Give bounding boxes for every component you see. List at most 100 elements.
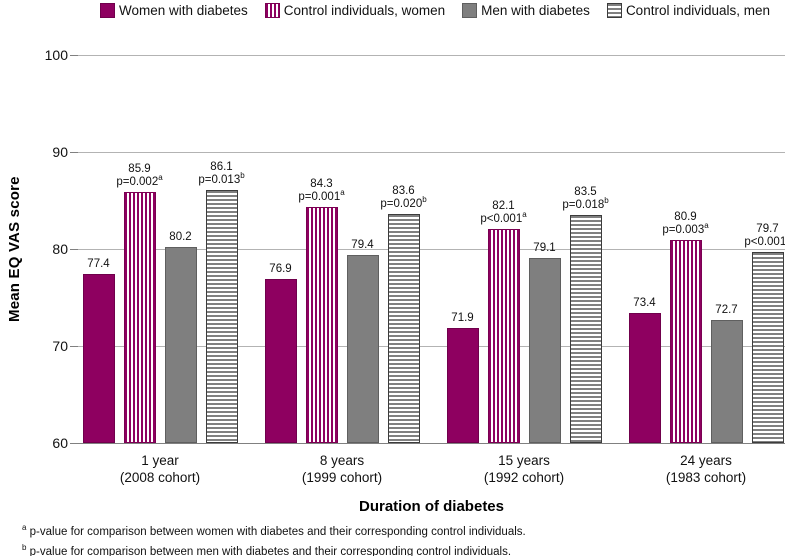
bar: [446, 327, 479, 443]
x-category-line1: 8 years: [319, 453, 365, 468]
x-category-label-1: 8 years (1999 cohort): [257, 452, 427, 486]
bar-label: 84.3 p=0.001a: [277, 178, 367, 204]
bar-label: 83.6 p=0.020b: [359, 185, 449, 211]
footnote-a: a p-value for comparison between women w…: [22, 520, 526, 540]
legend-label: Control individuals, men: [625, 3, 771, 18]
bar-value: 85.9: [128, 162, 151, 175]
bar: [628, 313, 661, 443]
x-category-line1: 24 years: [680, 453, 732, 468]
bar-value: 86.1: [210, 160, 233, 173]
pvalue-superscript: a: [522, 209, 527, 219]
bar-label: 86.1 p=0.013b: [177, 161, 267, 187]
bar-value: 84.3: [310, 178, 333, 191]
y-tick-mark-90: [70, 152, 78, 153]
bar-value: 83.6: [392, 185, 415, 198]
y-tick-mark-80: [70, 249, 78, 250]
x-category-line2: (1999 cohort): [301, 470, 383, 485]
bar-value: 83.5: [574, 186, 597, 199]
y-tick-mark-70: [70, 346, 78, 347]
y-tick-label-70: 70: [52, 338, 68, 354]
gridline-90: [78, 152, 785, 153]
y-tick-label-60: 60: [52, 435, 68, 451]
x-category-line2: (1983 cohort): [665, 470, 747, 485]
x-category-label-0: 1 year (2008 cohort): [75, 452, 245, 486]
bar-pvalue: p<0.001b: [744, 235, 785, 248]
bar: [669, 240, 702, 443]
bar-pvalue: p=0.002a: [116, 172, 163, 188]
bar-pvalue: p=0.020b: [380, 195, 427, 211]
chart-legend: Women with diabetes Control individuals, …: [85, 3, 785, 18]
footnote-b-sup: b: [22, 542, 27, 552]
bar-pvalue: p=0.003a: [662, 221, 709, 237]
bar-label: 72.7: [682, 304, 772, 317]
x-category-line2: (2008 cohort): [119, 470, 201, 485]
bar-value: 77.4: [87, 258, 110, 271]
legend-label: Men with diabetes: [481, 3, 590, 18]
x-axis-title: Duration of diabetes: [358, 498, 504, 515]
bar: [164, 247, 197, 443]
bar: [528, 257, 561, 443]
bar-label: 82.1 p<0.001a: [459, 200, 549, 226]
bar-label: 79.1: [500, 242, 590, 255]
bar-label: 85.9 p=0.002a: [95, 163, 185, 189]
bar-label: 79.7p<0.001b: [723, 223, 785, 249]
footnote-b: b p-value for comparison between men wit…: [22, 540, 526, 556]
bar-group-1: 76.9 84.3 p=0.001a 79.4 83.6 p=0.020b: [264, 55, 427, 443]
x-category-label-2: 15 years (1992 cohort): [439, 452, 609, 486]
pvalue-superscript: b: [422, 195, 427, 205]
footnote-b-text: p-value for comparison between men with …: [29, 545, 512, 556]
legend-item-2: Men with diabetes: [462, 3, 590, 18]
bar-label: 71.9: [418, 312, 508, 325]
legend-label: Control individuals, women: [283, 3, 446, 18]
bar-value: 76.9: [269, 263, 292, 276]
y-tick-mark-60: [70, 443, 78, 444]
legend-item-3: Control individuals, men: [606, 3, 771, 18]
bar: [569, 215, 602, 443]
bar: [751, 251, 784, 443]
bar-value: 82.1: [492, 199, 515, 212]
bar-label: 80.9 p=0.003a: [641, 211, 731, 237]
x-axis-line: [70, 443, 785, 444]
y-axis-title: Mean EQ VAS score: [6, 176, 23, 322]
bar: [346, 254, 379, 443]
bar: [305, 207, 338, 443]
gridline-70: [78, 346, 785, 347]
legend-item-0: Women with diabetes: [99, 3, 248, 18]
bar-value: 79.1: [533, 241, 556, 254]
bar-pvalue: p<0.001a: [480, 209, 527, 225]
footnotes: a p-value for comparison between women w…: [22, 520, 526, 556]
bar-label: 77.4: [54, 258, 144, 271]
y-tick-label-80: 80: [52, 241, 68, 257]
horizontal-stripe-gray-swatch: [606, 3, 622, 18]
x-axis-category-labels: 1 year (2008 cohort) 8 years (1999 cohort) 1…: [0, 452, 785, 488]
gridline-100: [78, 55, 785, 56]
bar-group-0: 77.4 85.9 p=0.002a 80.2 86.1 p=0.013b: [82, 55, 245, 443]
bar-label: 76.9: [236, 263, 326, 276]
bar-pvalue: p=0.001a: [298, 188, 345, 204]
solid-gray-swatch: [462, 3, 478, 18]
bar-value: 80.9: [674, 211, 697, 224]
legend-label: Women with diabetes: [118, 3, 248, 18]
pvalue-superscript: b: [604, 196, 609, 206]
bar-label: 83.5 p=0.018b: [541, 186, 631, 212]
x-category-label-3: 24 years (1983 cohort): [621, 452, 785, 486]
bar: [205, 189, 238, 443]
bar-value: 79.4: [351, 238, 374, 251]
y-tick-mark-100: [70, 55, 78, 56]
x-category-line1: 1 year: [141, 453, 179, 468]
x-category-line2: (1992 cohort): [483, 470, 565, 485]
x-category-line1: 15 years: [498, 453, 550, 468]
footnote-a-text: p-value for comparison between women wit…: [29, 525, 526, 538]
bar: [710, 319, 743, 443]
pvalue-superscript: a: [340, 188, 345, 198]
gridline-80: [78, 249, 785, 250]
bar-group-2: 71.9 82.1 p<0.001a 79.1 83.5 p=0.018b: [446, 55, 609, 443]
bar: [123, 191, 156, 443]
y-tick-label-100: 100: [44, 47, 68, 63]
bar-pvalue: p=0.018b: [562, 196, 609, 212]
bar-label: 73.4: [600, 297, 690, 310]
bar-value: 80.2: [169, 231, 192, 244]
legend-item-1: Control individuals, women: [264, 3, 446, 18]
pvalue-superscript: a: [704, 221, 709, 231]
